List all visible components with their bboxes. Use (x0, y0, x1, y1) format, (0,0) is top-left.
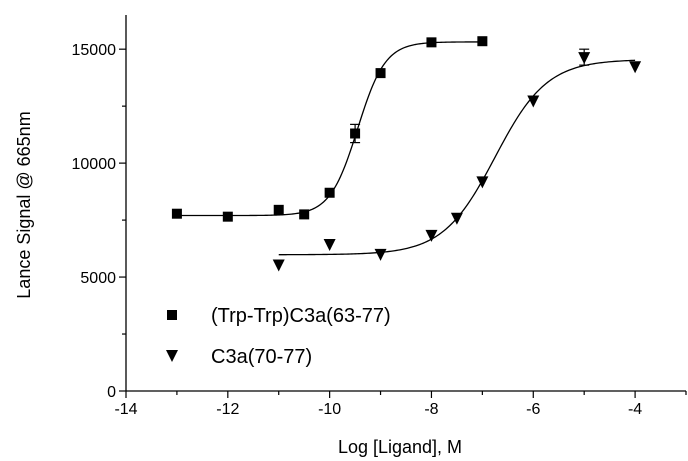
data-point-series-1 (273, 204, 284, 215)
fit-curves (176, 41, 636, 256)
legend-marker-triangle-down (166, 350, 178, 362)
data-point-series-2 (425, 229, 438, 242)
legend-label-series-1: (Trp-Trp)C3a(63-77) (211, 305, 391, 327)
x-tick-label: -12 (216, 401, 239, 418)
y-tick-label: 10000 (72, 156, 117, 173)
y-tick-label: 5000 (80, 270, 116, 287)
y-axis-title: Lance Signal @ 665nm (14, 111, 34, 298)
x-tick-label: -10 (318, 401, 341, 418)
data-point-series-2 (476, 176, 489, 189)
x-axis-title: Log [Ligand], M (338, 437, 462, 457)
legend-marker-square (167, 310, 177, 320)
legend: (Trp-Trp)C3a(63-77) C3a(70-77) (166, 305, 391, 368)
data-point-series-2 (450, 212, 463, 225)
plot-area: -14 -12 -10 -8 -6 -4 0 5000 10000 15000 (72, 15, 687, 418)
x-ticks: -14 -12 -10 -8 -6 -4 (114, 391, 687, 418)
y-ticks: 0 5000 10000 15000 (72, 42, 126, 401)
data-point-series-2 (527, 95, 540, 108)
data-point-series-1 (375, 68, 386, 79)
data-point-series-1 (426, 37, 437, 48)
error-bars (350, 48, 590, 144)
x-tick-label: -14 (114, 401, 137, 418)
data-point-series-1 (350, 128, 361, 139)
y-tick-label: 0 (107, 384, 116, 401)
fit-curve-series-2 (278, 59, 636, 256)
y-tick-label: 15000 (72, 42, 117, 59)
data-point-series-2 (629, 61, 642, 74)
data-point-series-1 (222, 211, 233, 222)
data-points (171, 36, 642, 272)
x-tick-label: -8 (424, 401, 438, 418)
data-point-series-2 (578, 52, 591, 65)
data-point-series-2 (272, 259, 285, 272)
data-point-series-1 (299, 209, 310, 220)
data-point-series-1 (477, 36, 488, 47)
x-tick-label: -6 (526, 401, 540, 418)
data-point-series-2 (323, 239, 336, 252)
x-tick-label: -4 (628, 401, 642, 418)
data-point-series-2 (374, 248, 387, 261)
data-point-series-1 (171, 208, 182, 219)
data-point-series-1 (324, 187, 335, 198)
legend-label-series-2: C3a(70-77) (211, 346, 312, 368)
